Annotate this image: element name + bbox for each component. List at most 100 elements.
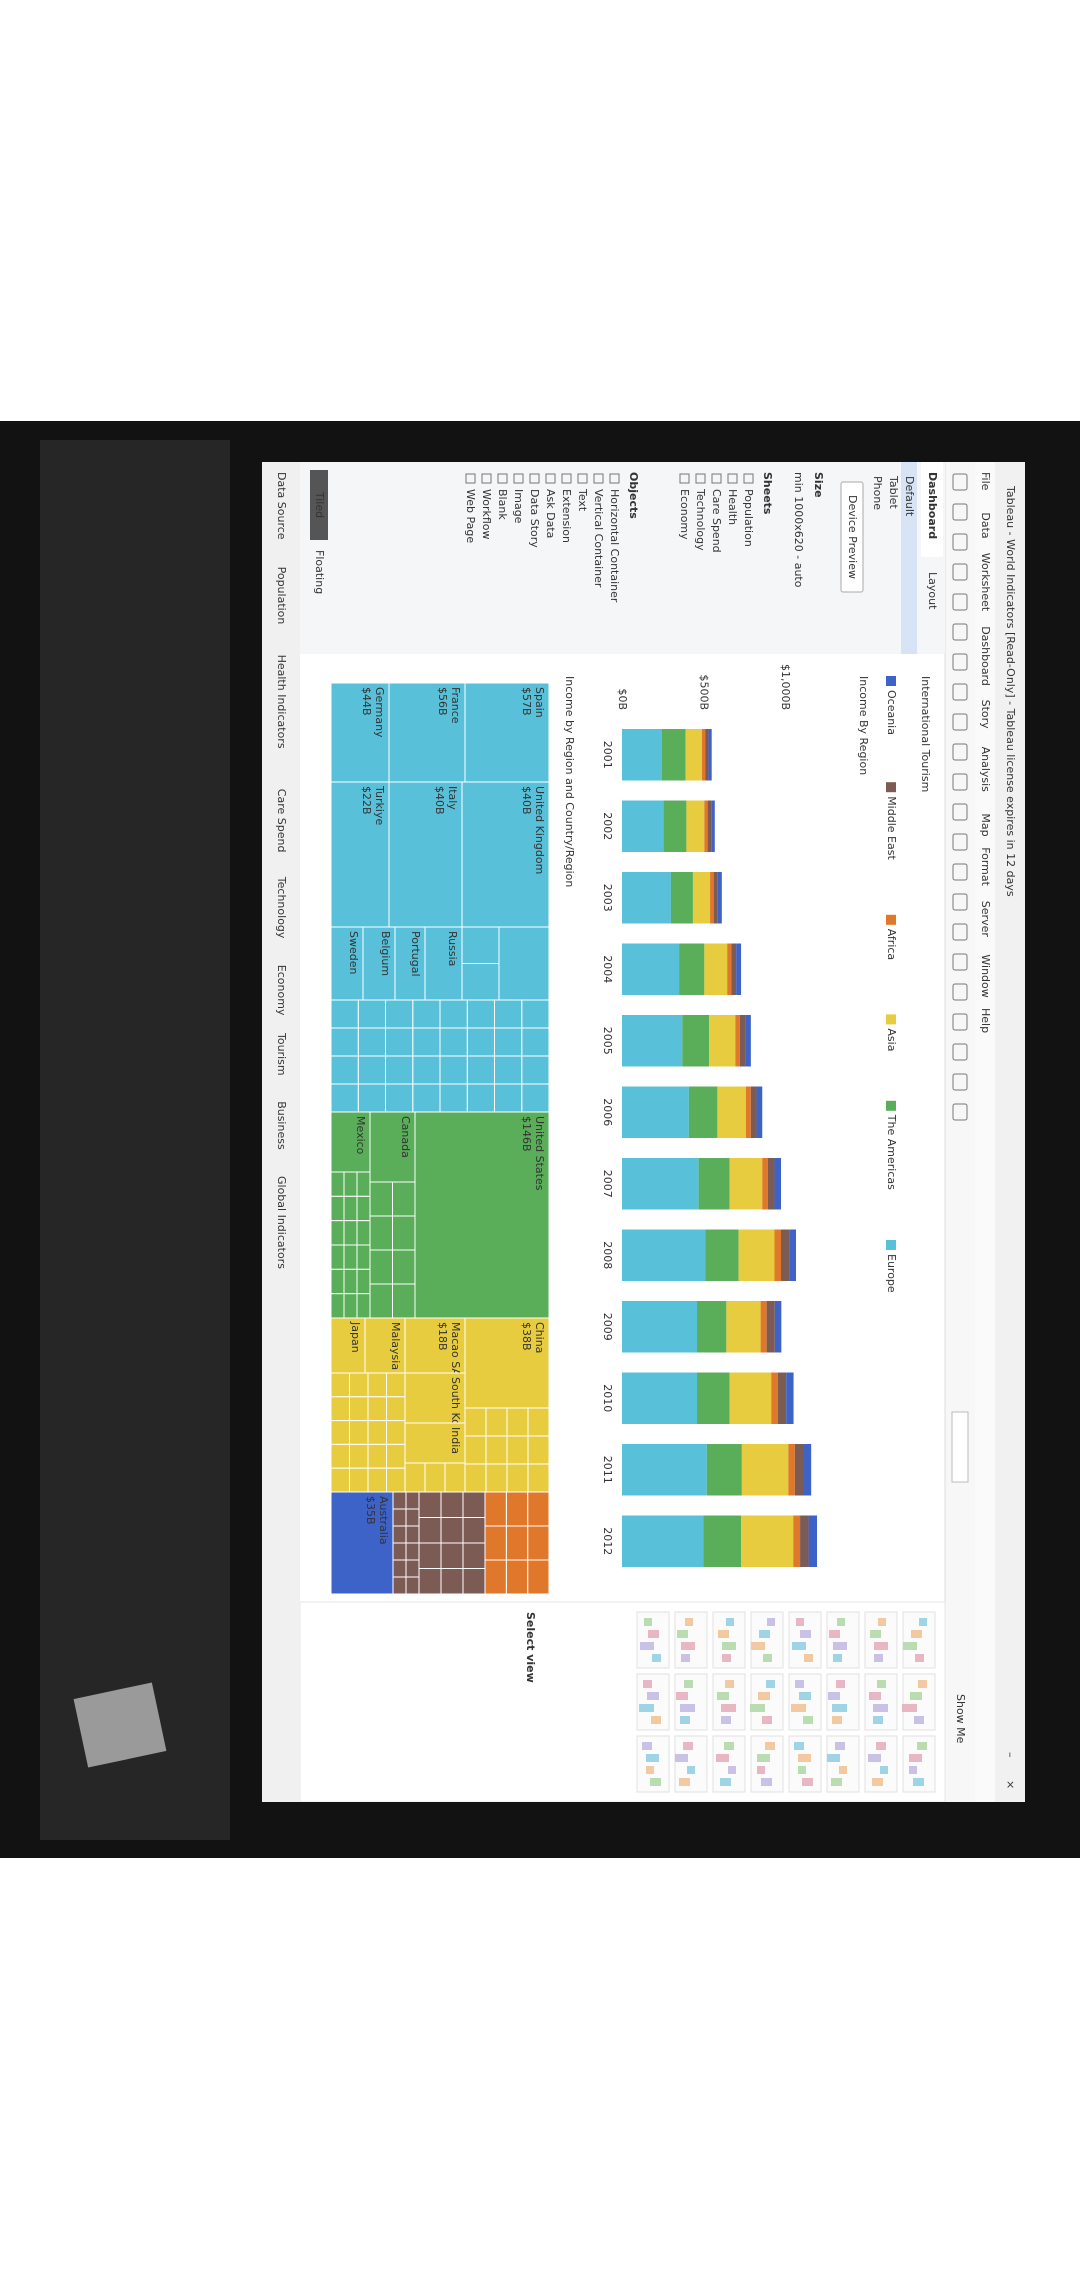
toolbar-icon[interactable] bbox=[952, 533, 968, 551]
bar-segment[interactable] bbox=[745, 1086, 751, 1138]
close[interactable]: × bbox=[1004, 1780, 1017, 1789]
bar-segment[interactable] bbox=[808, 1515, 818, 1567]
treemap-cell[interactable] bbox=[343, 1171, 358, 1197]
menu-item[interactable]: Data bbox=[979, 512, 992, 538]
bar-segment[interactable] bbox=[710, 872, 714, 924]
bar-segment[interactable] bbox=[803, 1444, 812, 1496]
treemap-cell[interactable] bbox=[330, 1195, 345, 1222]
treemap-cell[interactable] bbox=[357, 999, 386, 1029]
bar-segment[interactable] bbox=[622, 1015, 683, 1067]
panel-tab[interactable]: Layout bbox=[926, 572, 939, 610]
bar-segment[interactable] bbox=[731, 943, 737, 995]
treemap-cell[interactable] bbox=[369, 1215, 393, 1251]
treemap-cell[interactable] bbox=[405, 1542, 420, 1561]
object-item[interactable]: Image bbox=[512, 489, 525, 524]
toolbar-icon[interactable] bbox=[952, 803, 968, 821]
treemap-cell[interactable] bbox=[440, 1517, 464, 1544]
sheet-tab[interactable]: Tourism bbox=[275, 1032, 288, 1076]
treemap-cell[interactable] bbox=[405, 1508, 420, 1527]
bar-segment[interactable] bbox=[621, 1158, 699, 1210]
bar-segment[interactable] bbox=[736, 943, 742, 995]
treemap-cell[interactable] bbox=[464, 1463, 487, 1493]
bar-segment[interactable] bbox=[750, 1086, 757, 1138]
treemap-cell[interactable] bbox=[392, 1525, 407, 1544]
treemap-cell[interactable] bbox=[386, 1467, 406, 1493]
treemap-cell[interactable] bbox=[527, 1525, 550, 1561]
treemap-cell[interactable] bbox=[357, 1027, 386, 1057]
treemap-cell[interactable] bbox=[356, 1195, 371, 1222]
sheet-tab[interactable]: Global Indicators bbox=[275, 1176, 288, 1269]
treemap-cell[interactable] bbox=[386, 1372, 406, 1398]
treemap-cell[interactable] bbox=[527, 1463, 550, 1493]
device-option[interactable]: Tablet bbox=[887, 475, 900, 509]
treemap-cell[interactable] bbox=[494, 999, 523, 1029]
device-preview-label[interactable]: Device Preview bbox=[846, 495, 859, 579]
bar-segment[interactable] bbox=[711, 800, 715, 852]
treemap-cell[interactable] bbox=[466, 1083, 495, 1113]
toolbar-dropdown[interactable] bbox=[951, 1411, 969, 1483]
treemap-cell[interactable] bbox=[386, 1443, 406, 1469]
legend-label[interactable]: The Americas bbox=[885, 1114, 898, 1190]
treemap-cell[interactable] bbox=[385, 1083, 414, 1113]
treemap-cell[interactable] bbox=[439, 1027, 468, 1057]
sheet-item[interactable]: Care Spend bbox=[710, 489, 723, 553]
bar-segment[interactable] bbox=[622, 943, 680, 995]
object-item[interactable]: Data Story bbox=[528, 489, 541, 548]
toolbar-icon[interactable] bbox=[952, 1043, 968, 1061]
bar-segment[interactable] bbox=[692, 872, 711, 924]
treemap-cell[interactable] bbox=[369, 1283, 393, 1319]
bar-segment[interactable] bbox=[663, 800, 687, 852]
treemap-cell[interactable] bbox=[498, 926, 550, 1001]
bar-segment[interactable] bbox=[777, 1372, 787, 1424]
sheet-item[interactable]: Population bbox=[742, 489, 755, 547]
treemap-cell[interactable] bbox=[330, 999, 359, 1029]
chart-thumbnail[interactable] bbox=[712, 1611, 746, 1669]
bar-segment[interactable] bbox=[717, 872, 722, 924]
device-option[interactable]: Default bbox=[903, 476, 916, 517]
sheet-tab[interactable]: Health Indicators bbox=[275, 655, 288, 749]
treemap-cell[interactable] bbox=[392, 1181, 416, 1217]
treemap-cell[interactable] bbox=[494, 1055, 523, 1085]
toolbar-icon[interactable] bbox=[952, 1013, 968, 1031]
treemap-cell[interactable] bbox=[466, 1055, 495, 1085]
legend-label[interactable]: Middle East bbox=[885, 796, 898, 860]
bar-segment[interactable] bbox=[704, 800, 708, 852]
treemap-cell[interactable] bbox=[404, 1462, 426, 1493]
sheet-tab[interactable]: Data Source bbox=[275, 472, 288, 540]
object-item[interactable]: Extension bbox=[560, 489, 573, 543]
sheet-tab[interactable]: Technology bbox=[275, 876, 288, 939]
object-item[interactable]: Text bbox=[576, 488, 589, 512]
bar-segment[interactable] bbox=[621, 1444, 707, 1496]
treemap-cell[interactable] bbox=[439, 999, 468, 1029]
bar-segment[interactable] bbox=[706, 1444, 742, 1496]
menu-item[interactable]: Server bbox=[979, 901, 992, 938]
bar-segment[interactable] bbox=[771, 1372, 778, 1424]
bar-segment[interactable] bbox=[767, 1158, 775, 1210]
bar-segment[interactable] bbox=[697, 1301, 727, 1353]
treemap-cell[interactable] bbox=[506, 1463, 529, 1493]
treemap-cell[interactable] bbox=[343, 1268, 358, 1295]
treemap-cell[interactable] bbox=[464, 1407, 487, 1437]
treemap-cell[interactable] bbox=[367, 1396, 387, 1422]
treemap-cell[interactable] bbox=[330, 1220, 345, 1246]
chart-thumbnail[interactable] bbox=[864, 1611, 898, 1669]
object-item[interactable]: Horizontal Container bbox=[608, 489, 621, 603]
treemap-cell[interactable] bbox=[386, 1396, 406, 1422]
toolbar-icon[interactable] bbox=[952, 923, 968, 941]
treemap-cell[interactable] bbox=[357, 1083, 386, 1113]
treemap-cell[interactable] bbox=[494, 1083, 523, 1113]
legend-label[interactable]: Africa bbox=[885, 929, 898, 960]
show-me-button[interactable]: Show Me bbox=[954, 1694, 967, 1744]
bar-segment[interactable] bbox=[622, 1301, 698, 1353]
treemap-cell[interactable] bbox=[385, 1027, 414, 1057]
treemap-cell[interactable] bbox=[405, 1525, 420, 1544]
toolbar-icon[interactable] bbox=[952, 893, 968, 911]
treemap-cell[interactable] bbox=[330, 1083, 359, 1113]
bar-segment[interactable] bbox=[622, 729, 662, 781]
bar-segment[interactable] bbox=[661, 729, 686, 781]
treemap-cell[interactable] bbox=[462, 1491, 486, 1518]
treemap-cell[interactable] bbox=[385, 1055, 414, 1085]
treemap-cell[interactable] bbox=[527, 1559, 550, 1595]
treemap-cell[interactable] bbox=[466, 999, 495, 1029]
sheet-tab[interactable]: Care Spend bbox=[275, 789, 288, 853]
